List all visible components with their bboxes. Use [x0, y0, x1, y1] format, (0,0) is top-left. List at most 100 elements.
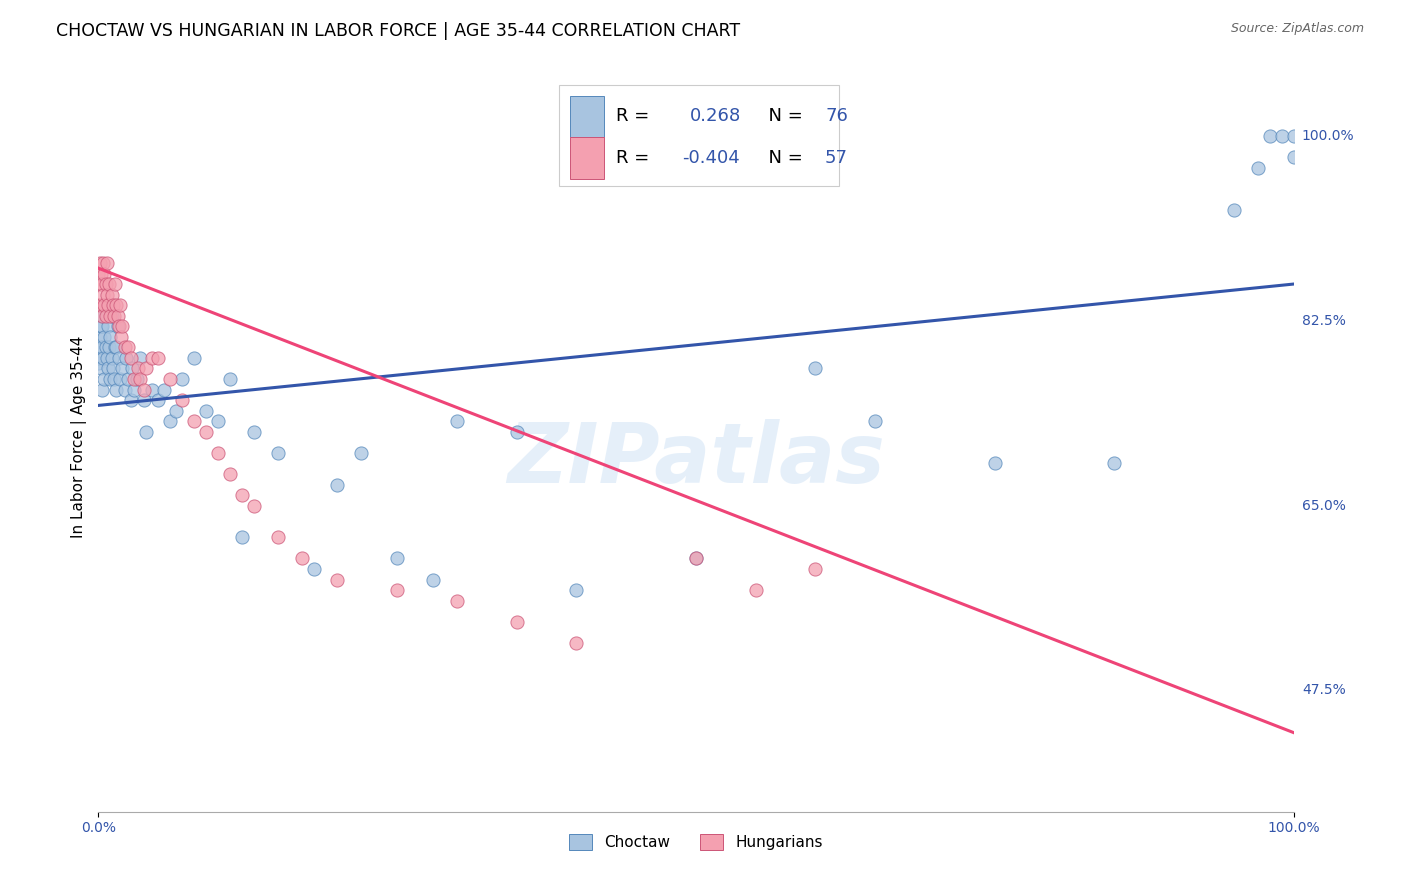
- Point: [446, 593, 468, 607]
- Point: [89, 277, 111, 291]
- Point: [91, 351, 114, 365]
- Point: [91, 309, 114, 323]
- Point: [100, 287, 122, 301]
- Point: [87, 267, 110, 281]
- Point: [685, 551, 707, 566]
- Point: [89, 256, 111, 270]
- Point: [267, 530, 290, 544]
- Point: [97, 361, 120, 376]
- Point: [132, 393, 155, 408]
- Point: [91, 277, 114, 291]
- Point: [207, 414, 229, 428]
- Point: [127, 361, 149, 376]
- Point: [129, 372, 152, 386]
- Point: [101, 298, 124, 312]
- Text: R =: R =: [616, 107, 661, 126]
- Point: [865, 414, 887, 428]
- Point: [98, 277, 121, 291]
- Legend: Choctaw, Hungarians: Choctaw, Hungarians: [562, 829, 830, 856]
- Point: [114, 383, 136, 397]
- Text: 100.0%: 100.0%: [1302, 129, 1354, 144]
- Point: [207, 446, 229, 460]
- Point: [1271, 129, 1294, 144]
- Point: [120, 351, 142, 365]
- Point: [96, 309, 118, 323]
- Point: [89, 309, 111, 323]
- Point: [115, 351, 138, 365]
- Point: [804, 361, 827, 376]
- Point: [111, 319, 134, 334]
- Bar: [571, 96, 605, 137]
- FancyBboxPatch shape: [558, 85, 839, 186]
- Point: [135, 425, 157, 439]
- Point: [565, 583, 588, 598]
- Point: [125, 372, 148, 386]
- Point: [124, 372, 146, 386]
- Point: [107, 319, 129, 334]
- Point: [984, 457, 1007, 471]
- Point: [87, 356, 110, 370]
- Point: [97, 298, 120, 312]
- Point: [422, 573, 444, 587]
- Point: [195, 425, 218, 439]
- Point: [141, 383, 163, 397]
- Point: [107, 309, 129, 323]
- Text: 82.5%: 82.5%: [1302, 314, 1346, 328]
- Point: [98, 330, 122, 344]
- Point: [159, 372, 181, 386]
- Point: [87, 351, 110, 365]
- Point: [98, 340, 121, 354]
- Text: R =: R =: [616, 149, 655, 167]
- Point: [105, 298, 128, 312]
- Point: [231, 530, 253, 544]
- Text: 47.5%: 47.5%: [1302, 683, 1346, 698]
- Text: CHOCTAW VS HUNGARIAN IN LABOR FORCE | AGE 35-44 CORRELATION CHART: CHOCTAW VS HUNGARIAN IN LABOR FORCE | AG…: [56, 22, 741, 40]
- Point: [219, 372, 242, 386]
- Point: [94, 298, 117, 312]
- Point: [96, 287, 118, 301]
- Point: [153, 383, 176, 397]
- Point: [107, 319, 129, 334]
- Point: [97, 319, 120, 334]
- Point: [103, 372, 125, 386]
- Point: [267, 446, 290, 460]
- Point: [326, 477, 349, 491]
- Point: [98, 309, 122, 323]
- Point: [90, 267, 112, 281]
- Text: -0.404: -0.404: [682, 149, 740, 167]
- Point: [94, 277, 117, 291]
- Point: [183, 351, 205, 365]
- Point: [291, 551, 314, 566]
- Point: [121, 361, 143, 376]
- Text: N =: N =: [756, 107, 808, 126]
- Point: [172, 372, 194, 386]
- Point: [326, 573, 349, 587]
- Point: [132, 383, 155, 397]
- Point: [124, 383, 146, 397]
- Point: [745, 583, 768, 598]
- Point: [165, 403, 187, 417]
- Point: [105, 383, 128, 397]
- Point: [107, 351, 129, 365]
- Point: [148, 393, 170, 408]
- Point: [101, 361, 124, 376]
- Point: [117, 340, 139, 354]
- Text: 57: 57: [825, 149, 848, 167]
- Point: [302, 562, 325, 576]
- Point: [87, 298, 110, 312]
- Point: [100, 351, 122, 365]
- Text: 65.0%: 65.0%: [1302, 499, 1346, 513]
- Bar: [571, 137, 605, 178]
- Point: [98, 372, 122, 386]
- Point: [114, 340, 136, 354]
- Point: [1104, 457, 1126, 471]
- Point: [1258, 129, 1281, 144]
- Point: [446, 414, 468, 428]
- Point: [120, 393, 142, 408]
- Point: [96, 351, 118, 365]
- Point: [141, 351, 163, 365]
- Y-axis label: In Labor Force | Age 35-44: In Labor Force | Age 35-44: [72, 336, 87, 538]
- Point: [91, 383, 114, 397]
- Point: [117, 372, 139, 386]
- Point: [243, 425, 266, 439]
